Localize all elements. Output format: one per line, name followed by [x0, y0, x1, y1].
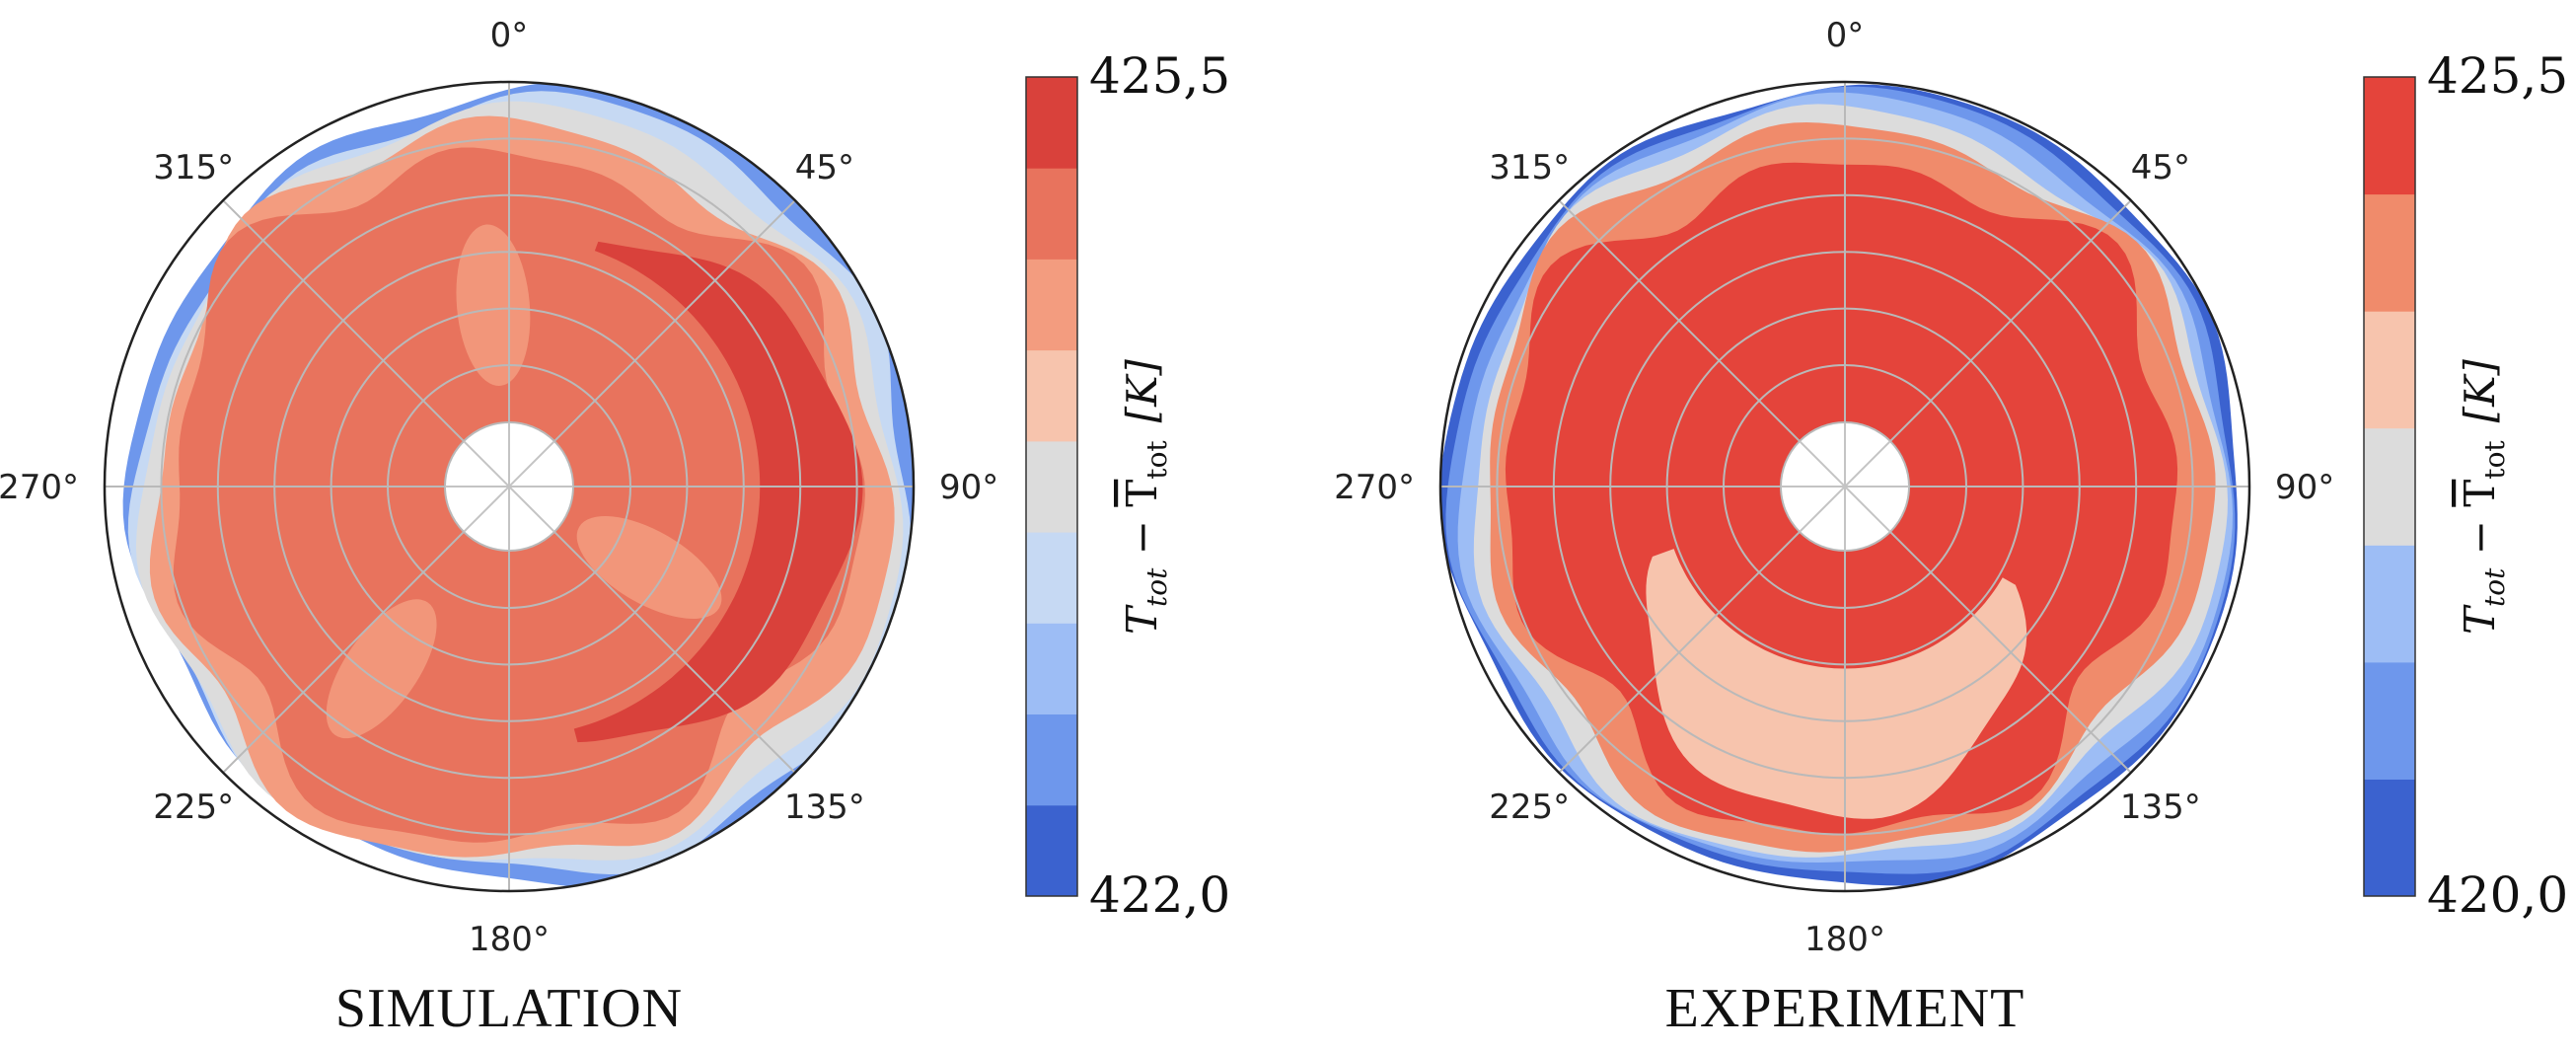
- colorbar-segment-2: [2364, 545, 2415, 663]
- hot-spot-region: [573, 241, 863, 743]
- angle-tick-label: 180°: [1804, 920, 1885, 959]
- grid-spoke-315: [1558, 199, 1801, 442]
- angle-tick-label: 45°: [795, 148, 854, 188]
- angle-tick-label: 315°: [153, 148, 234, 188]
- angle-tick-label: 90°: [2275, 468, 2334, 507]
- colorbar-segment-0: [2364, 779, 2415, 897]
- colorbar-segment-3: [2364, 427, 2415, 546]
- polar-grid: [105, 82, 914, 891]
- grid-spoke-315: [222, 199, 465, 442]
- colorbar-frame: [1025, 76, 1078, 897]
- angle-tick-label: 225°: [1489, 788, 1570, 827]
- colorbar-segment-0: [1026, 804, 1077, 897]
- angle-tick-label: 90°: [939, 468, 998, 507]
- angle-tick-label: 270°: [1334, 468, 1415, 507]
- colorbar-segment-5: [2364, 193, 2415, 312]
- colorbar-frame: [2363, 76, 2416, 897]
- colorbar-segment-4: [2364, 311, 2415, 429]
- experiment-panel: 0° 45° 90° 135° 180° 225° 270° 315° EXPERIMENT 42…: [1334, 16, 2568, 1039]
- grid-spoke-225: [222, 531, 465, 774]
- colorbar-segment-1: [1026, 713, 1077, 806]
- angle-tick-label: 135°: [784, 788, 865, 827]
- colorbar: 425,5 420,0 Ttot − Ttot[K]: [2363, 47, 2568, 924]
- colorbar-segment-7: [1026, 168, 1077, 260]
- colorbar-segment-3: [1026, 532, 1077, 624]
- panel-caption: EXPERIMENT: [1665, 978, 2025, 1039]
- panel-caption: SIMULATION: [335, 978, 683, 1039]
- angle-tick-label: 45°: [2131, 148, 2190, 188]
- colorbar-segment-4: [1026, 440, 1077, 533]
- grid-spoke-225: [1558, 531, 1801, 774]
- angle-tick-label: 315°: [1489, 148, 1570, 188]
- colorbar-axis-label: Ttot − Ttot[K]: [2456, 359, 2511, 635]
- colorbar-min-label: 420,0: [2427, 866, 2568, 924]
- colorbar-segment-2: [1026, 623, 1077, 714]
- simulation-panel: 0° 45° 90° 135° 180° 225° 270° 315° SIMULATION 42…: [0, 16, 1230, 1039]
- light-patch-1: [456, 224, 531, 386]
- angle-tick-label: 180°: [469, 920, 550, 959]
- colorbar-max-label: 425,5: [2427, 47, 2568, 105]
- colorbar-min-label: 422,0: [1089, 866, 1230, 924]
- colorbar-segment-6: [2364, 77, 2415, 195]
- polar-frame: [1438, 80, 2251, 893]
- colorbar-segment-5: [1026, 349, 1077, 442]
- grid-spoke-135: [553, 531, 796, 774]
- polar-grid: [1440, 82, 2249, 891]
- grid-spoke-45: [1889, 199, 2132, 442]
- bottom-lobe-region: [1646, 549, 2027, 819]
- angle-tick-label: 0°: [490, 16, 529, 55]
- colorbar-max-label: 425,5: [1089, 47, 1230, 105]
- angle-tick-label: 270°: [0, 468, 79, 507]
- angle-tick-label: 225°: [153, 788, 234, 827]
- colorbar-segment-6: [1026, 259, 1077, 351]
- colorbar-axis-label: Ttot − Ttot[K]: [1118, 359, 1173, 635]
- colorbar: 425,5 422,0 Ttot − Ttot[K]: [1025, 47, 1230, 924]
- hole-spoke-135: [463, 440, 555, 533]
- colorbar-segment-1: [2364, 661, 2415, 780]
- angle-tick-label: 0°: [1826, 16, 1865, 55]
- grid-spoke-135: [1889, 531, 2132, 774]
- angle-tick-label: 135°: [2120, 788, 2201, 827]
- light-patch-2: [576, 516, 722, 619]
- polar-frame: [103, 80, 916, 893]
- hole-spoke-135: [1799, 440, 1891, 533]
- grid-spoke-45: [553, 199, 796, 442]
- colorbar-segment-8: [1026, 77, 1077, 169]
